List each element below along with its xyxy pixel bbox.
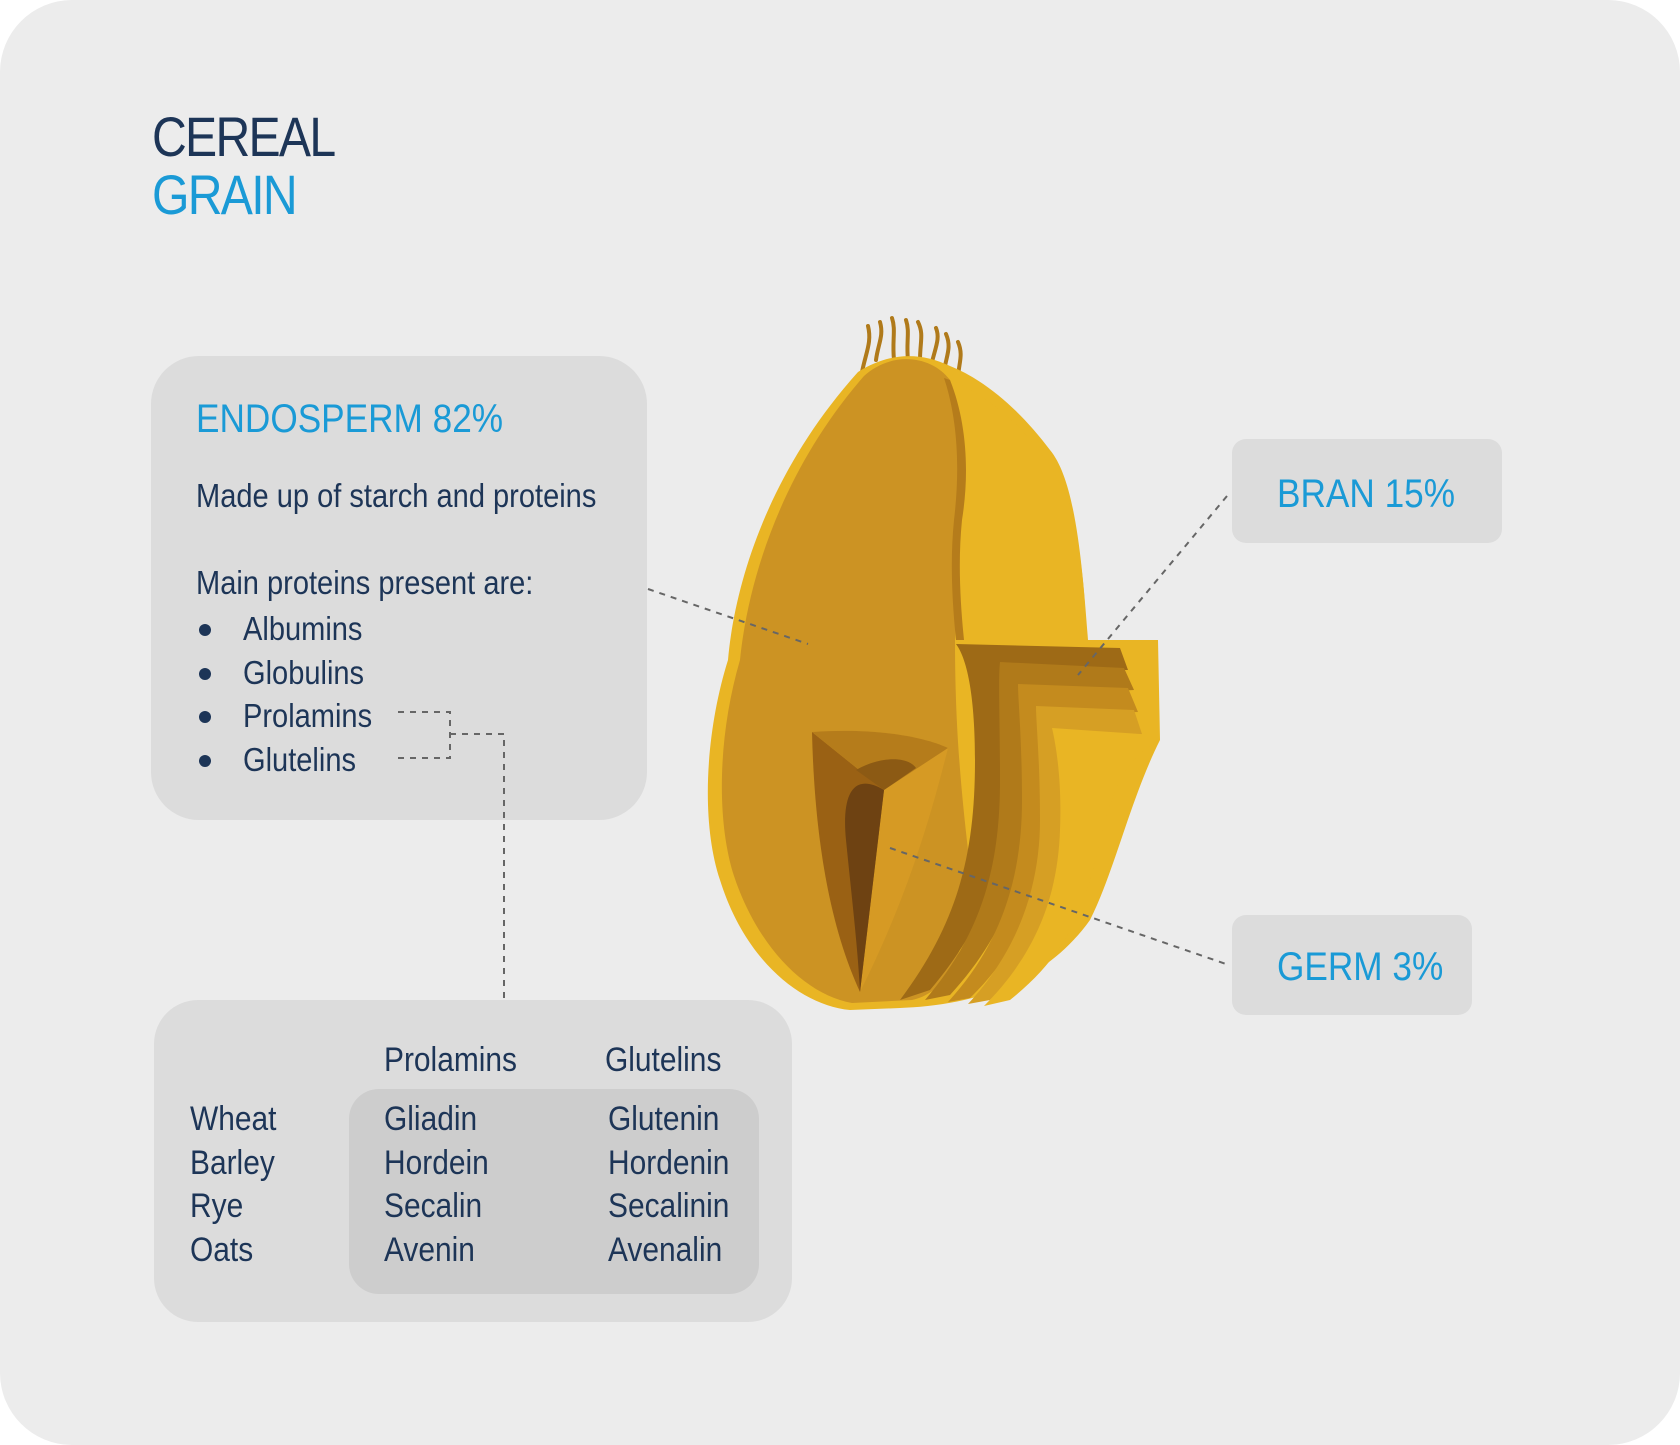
protein-list: Albumins Globulins Prolamins Glutelins bbox=[196, 607, 390, 781]
table-cell-prolamin: Hordein bbox=[384, 1143, 489, 1182]
table-cell-glutelin: Glutenin bbox=[608, 1100, 720, 1138]
bullet-icon bbox=[199, 624, 211, 636]
grain-germ-inner bbox=[845, 783, 884, 992]
endosperm-heading: ENDOSPERM 82% bbox=[196, 397, 504, 441]
bran-connector bbox=[1077, 495, 1228, 676]
bran-label: BRAN 15% bbox=[1277, 472, 1456, 516]
title-line-2: GRAIN bbox=[152, 163, 298, 226]
glutelins-connector bbox=[398, 734, 451, 759]
table-column-glutelin: Glutenin Hordenin Secalinin Avenalin bbox=[608, 1098, 746, 1272]
protein-label: Albumins bbox=[243, 610, 363, 647]
table-connector bbox=[450, 733, 505, 1000]
grain-germ-top-inner bbox=[856, 759, 916, 790]
protein-label: Prolamins bbox=[243, 697, 373, 734]
grain-bran-side bbox=[950, 380, 1086, 640]
table-cell-cereal: Barley bbox=[190, 1143, 275, 1182]
germ-box bbox=[1232, 915, 1472, 1015]
table-column-cereal: Wheat Barley Rye Oats bbox=[190, 1098, 288, 1272]
grain-layer-5 bbox=[984, 728, 1158, 1006]
protein-label: Glutelins bbox=[243, 740, 356, 778]
list-item: Glutelins bbox=[196, 738, 390, 782]
table-cell-glutelin: Secalinin bbox=[608, 1187, 730, 1225]
table-cell-glutelin: Avenalin bbox=[608, 1230, 723, 1269]
bullet-icon bbox=[199, 667, 211, 680]
table-cell-prolamin: Secalin bbox=[384, 1187, 483, 1225]
table-cell-cereal: Rye bbox=[190, 1187, 244, 1225]
title-line-1: CEREAL bbox=[152, 105, 336, 168]
grain-germ-top-face bbox=[812, 730, 948, 790]
proteins-intro: Main proteins present are: bbox=[196, 564, 534, 601]
list-item: Albumins bbox=[196, 607, 390, 651]
endosperm-connector bbox=[647, 588, 809, 645]
table-header-glutelins: Glutelins bbox=[605, 1041, 722, 1079]
prolamins-connector bbox=[398, 711, 451, 734]
table-cell-cereal: Oats bbox=[190, 1230, 254, 1269]
protein-table-highlight bbox=[349, 1089, 759, 1294]
endosperm-box bbox=[151, 356, 647, 820]
grain-bran-edge bbox=[944, 378, 966, 640]
grain-layer-4 bbox=[968, 706, 1142, 1004]
protein-label: Globulins bbox=[243, 653, 365, 691]
bullet-icon bbox=[199, 711, 211, 723]
endosperm-description: Made up of starch and proteins bbox=[196, 477, 597, 514]
bran-box bbox=[1232, 439, 1502, 543]
table-cell-prolamin: Gliadin bbox=[384, 1100, 478, 1138]
table-header-prolamins: Prolamins bbox=[384, 1041, 518, 1079]
page-title: CEREAL GRAIN bbox=[152, 105, 336, 226]
table-cell-cereal: Wheat bbox=[190, 1100, 277, 1138]
list-item: Globulins bbox=[196, 651, 390, 695]
table-cell-prolamin: Avenin bbox=[384, 1230, 475, 1269]
table-column-prolamin: Gliadin Hordein Secalin Avenin bbox=[384, 1098, 503, 1272]
bullet-icon bbox=[199, 754, 211, 767]
germ-label: GERM 3% bbox=[1277, 945, 1444, 989]
grain-layer-1 bbox=[900, 644, 1128, 1000]
connector-lines bbox=[398, 495, 1228, 1000]
list-item: Prolamins bbox=[196, 694, 390, 738]
table-cell-glutelin: Hordenin bbox=[608, 1143, 730, 1182]
